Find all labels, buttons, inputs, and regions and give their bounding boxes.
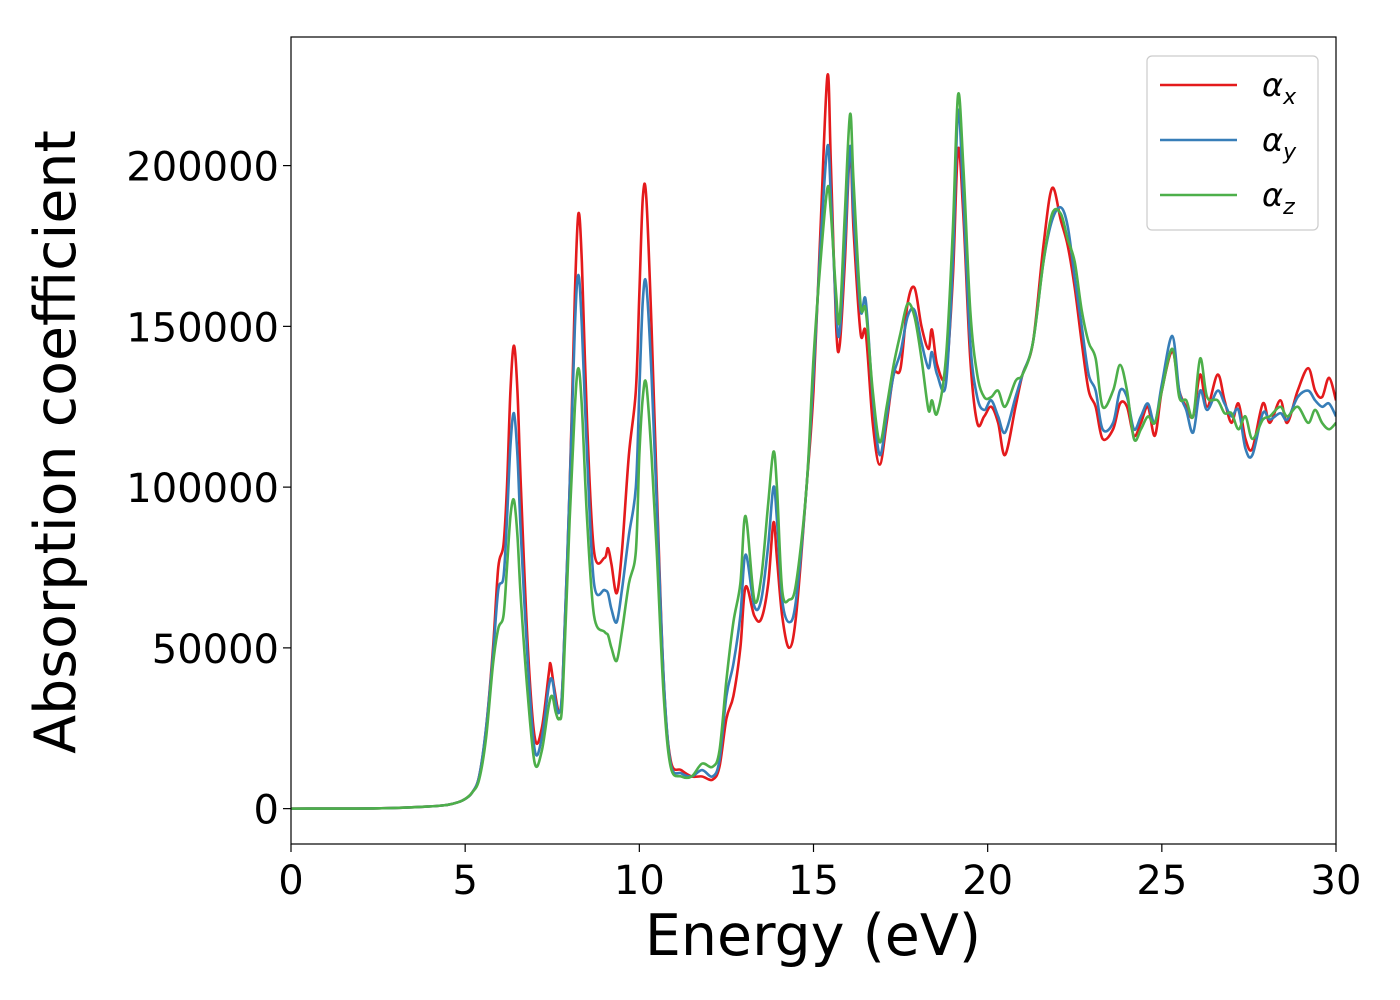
- y-axis: 0 50000 100000 150000 200000: [126, 145, 291, 834]
- legend: αx αy αz: [1146, 55, 1319, 231]
- series-line-z: [291, 91, 1336, 810]
- legend-label-z: αz: [1262, 176, 1295, 220]
- legend-label-x: αx: [1262, 66, 1297, 110]
- x-tick-label: 25: [1136, 858, 1187, 904]
- y-tick-label: 0: [254, 788, 279, 834]
- y-tick-label: 50000: [152, 627, 279, 673]
- y-tick-label: 100000: [126, 466, 279, 512]
- x-axis: 0 5 10 15 20 25 30: [278, 844, 1361, 904]
- y-axis-title: Absorption coefficient: [23, 130, 89, 754]
- legend-frame: [1146, 55, 1319, 231]
- x-tick-label: 5: [452, 858, 477, 904]
- x-tick-label: 0: [278, 858, 303, 904]
- x-axis-title: Energy (eV): [645, 903, 981, 969]
- legend-label-y: αy: [1262, 121, 1297, 165]
- x-tick-label: 15: [788, 858, 839, 904]
- series-layer: [291, 73, 1336, 810]
- x-tick-label: 30: [1311, 858, 1362, 904]
- x-tick-label: 10: [614, 858, 665, 904]
- y-tick-label: 150000: [126, 305, 279, 351]
- y-tick-label: 200000: [126, 145, 279, 191]
- x-tick-label: 20: [962, 858, 1013, 904]
